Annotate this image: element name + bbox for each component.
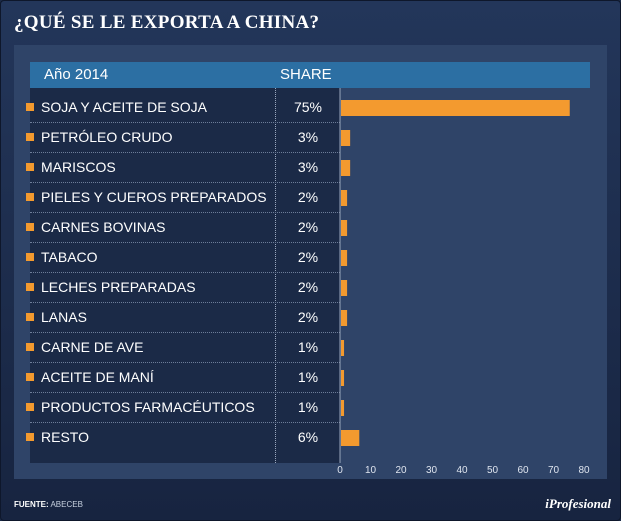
category-label: ACEITE DE MANÍ [41, 369, 154, 385]
bar [341, 100, 570, 116]
row-divider [30, 122, 340, 123]
table-header-bar [30, 62, 590, 88]
page-title: ¿QUÉ SE LE EXPORTA A CHINA? [14, 12, 320, 33]
bar [341, 430, 360, 446]
x-tick-label: 80 [578, 465, 590, 476]
share-value: 2% [297, 219, 319, 235]
row-bullet [26, 373, 34, 381]
brand-logo: iProfesional [545, 496, 611, 511]
share-value: 3% [297, 159, 319, 175]
row-divider [30, 302, 340, 303]
row-bullet [26, 313, 34, 321]
row-divider [30, 182, 340, 183]
row-divider [30, 272, 340, 273]
row-divider [30, 152, 340, 153]
bar [341, 340, 345, 356]
bar [341, 160, 351, 176]
bar [341, 250, 348, 266]
bar [341, 370, 345, 386]
x-tick-label: 30 [426, 465, 438, 476]
category-label: CARNE DE AVE [41, 339, 144, 355]
category-label: LECHES PREPARADAS [41, 279, 196, 295]
share-value: 75% [293, 99, 323, 115]
source-note: FUENTE: ABECEB [14, 500, 83, 509]
category-label: PETRÓLEO CRUDO [41, 129, 173, 145]
row-bullet [26, 283, 34, 291]
x-tick-label: 0 [337, 465, 343, 476]
bar [341, 190, 348, 206]
category-label: TABACO [41, 249, 98, 265]
row-bullet [26, 253, 34, 261]
share-value: 1% [297, 339, 319, 355]
row-bullet [26, 133, 34, 141]
category-label: RESTO [41, 429, 89, 445]
column-divider [275, 88, 277, 463]
category-label: PIELES Y CUEROS PREPARADOS [41, 189, 267, 205]
x-tick-label: 70 [548, 465, 560, 476]
bar [341, 280, 348, 296]
x-tick-label: 10 [365, 465, 377, 476]
x-tick-label: 20 [395, 465, 407, 476]
category-label: CARNES BOVINAS [41, 219, 166, 235]
row-bullet [26, 403, 34, 411]
table-body [30, 88, 340, 463]
x-tick-label: 60 [517, 465, 529, 476]
row-divider [30, 362, 340, 363]
row-divider [30, 422, 340, 423]
share-header: SHARE [280, 66, 332, 83]
share-value: 1% [297, 369, 319, 385]
category-label: MARISCOS [41, 159, 116, 175]
share-value: 2% [297, 309, 319, 325]
bar [341, 310, 348, 326]
share-value: 1% [297, 399, 319, 415]
category-label: SOJA Y ACEITE DE SOJA [41, 99, 207, 115]
row-bullet [26, 343, 34, 351]
share-value: 6% [297, 429, 319, 445]
bar [341, 130, 351, 146]
year-header: Año 2014 [44, 66, 109, 83]
row-divider [30, 212, 340, 213]
row-bullet [26, 103, 34, 111]
x-tick-label: 50 [487, 465, 499, 476]
row-divider [30, 332, 340, 333]
row-divider [30, 392, 340, 393]
category-label: PRODUCTOS FARMACÉUTICOS [41, 399, 255, 415]
share-value: 3% [297, 129, 319, 145]
share-value: 2% [297, 279, 319, 295]
source-label: FUENTE: [14, 500, 49, 509]
row-bullet [26, 433, 34, 441]
source-value: ABECEB [50, 500, 83, 509]
row-bullet [26, 223, 34, 231]
bar [341, 400, 345, 416]
row-divider [30, 242, 340, 243]
row-bullet [26, 193, 34, 201]
row-bullet [26, 163, 34, 171]
x-tick-label: 40 [456, 465, 468, 476]
category-label: LANAS [41, 309, 87, 325]
bar [341, 220, 348, 236]
share-value: 2% [297, 189, 319, 205]
share-value: 2% [297, 249, 319, 265]
